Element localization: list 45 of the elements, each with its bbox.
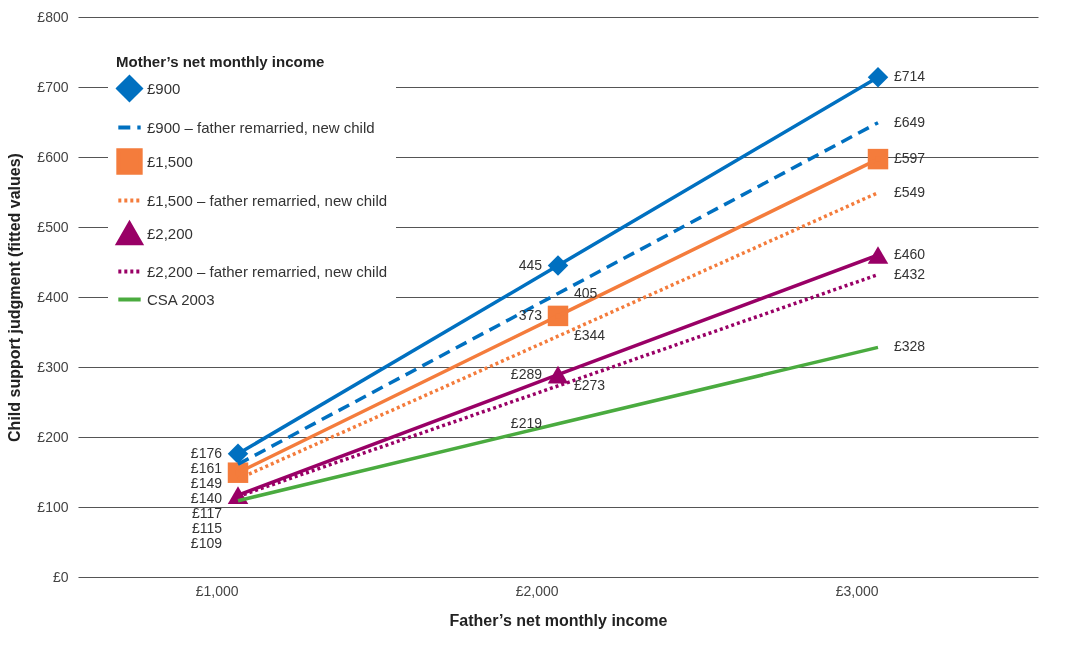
data-label: £289 [510,365,543,382]
legend-label: £2,200 – father remarried, new child [147,262,388,280]
legend-label: £1,500 [147,152,193,170]
y-tick-label: £800 [37,8,69,25]
y-tick-label: £700 [37,78,69,95]
legend-label: £1,500 – father remarried, new child [147,191,388,209]
legend-label: £900 [147,79,181,97]
legend-title: Mother’s net monthly income [116,53,325,70]
point [867,148,889,170]
x-tick-label: £1,000 [195,582,239,599]
data-label: 373 [518,306,543,323]
data-label: £161 [190,459,223,476]
data-label: £117 [191,504,223,521]
y-tick-label: £600 [37,148,69,165]
data-label: £149 [190,474,223,491]
data-label: £649 [894,113,926,130]
legend-label: £2,200 [147,224,193,242]
point [867,246,889,264]
y-axis-title: Child support judgment (fitted values) [6,153,24,442]
legend-label: £900 – father remarried, new child [147,118,375,136]
y-tick-label: £100 [37,498,69,515]
legend-label: CSA 2003 [147,290,215,308]
data-label: £273 [574,376,606,393]
data-label: 405 [574,284,598,301]
x-tick-label: £3,000 [835,582,879,599]
y-tick-label: £0 [52,568,69,585]
data-label: 445 [518,256,543,273]
data-label: £432 [894,265,926,282]
data-label: £140 [190,489,223,506]
y-tick-label: £400 [37,288,69,305]
data-label: £714 [894,68,926,85]
y-tick-label: £300 [37,358,69,375]
data-label: £344 [574,327,606,344]
y-tick-label: £500 [37,218,69,235]
data-label: £328 [894,338,926,355]
x-tick-label: £2,000 [515,582,559,599]
data-label: £109 [190,534,223,551]
data-label: £176 [190,444,223,461]
x-axis-title: Father’s net monthly income [449,611,668,629]
data-label: £549 [894,183,926,200]
data-label: £460 [894,246,926,262]
data-label: £219 [510,414,543,431]
y-tick-label: £200 [37,428,69,445]
point [867,66,889,88]
data-label: £115 [191,519,223,536]
